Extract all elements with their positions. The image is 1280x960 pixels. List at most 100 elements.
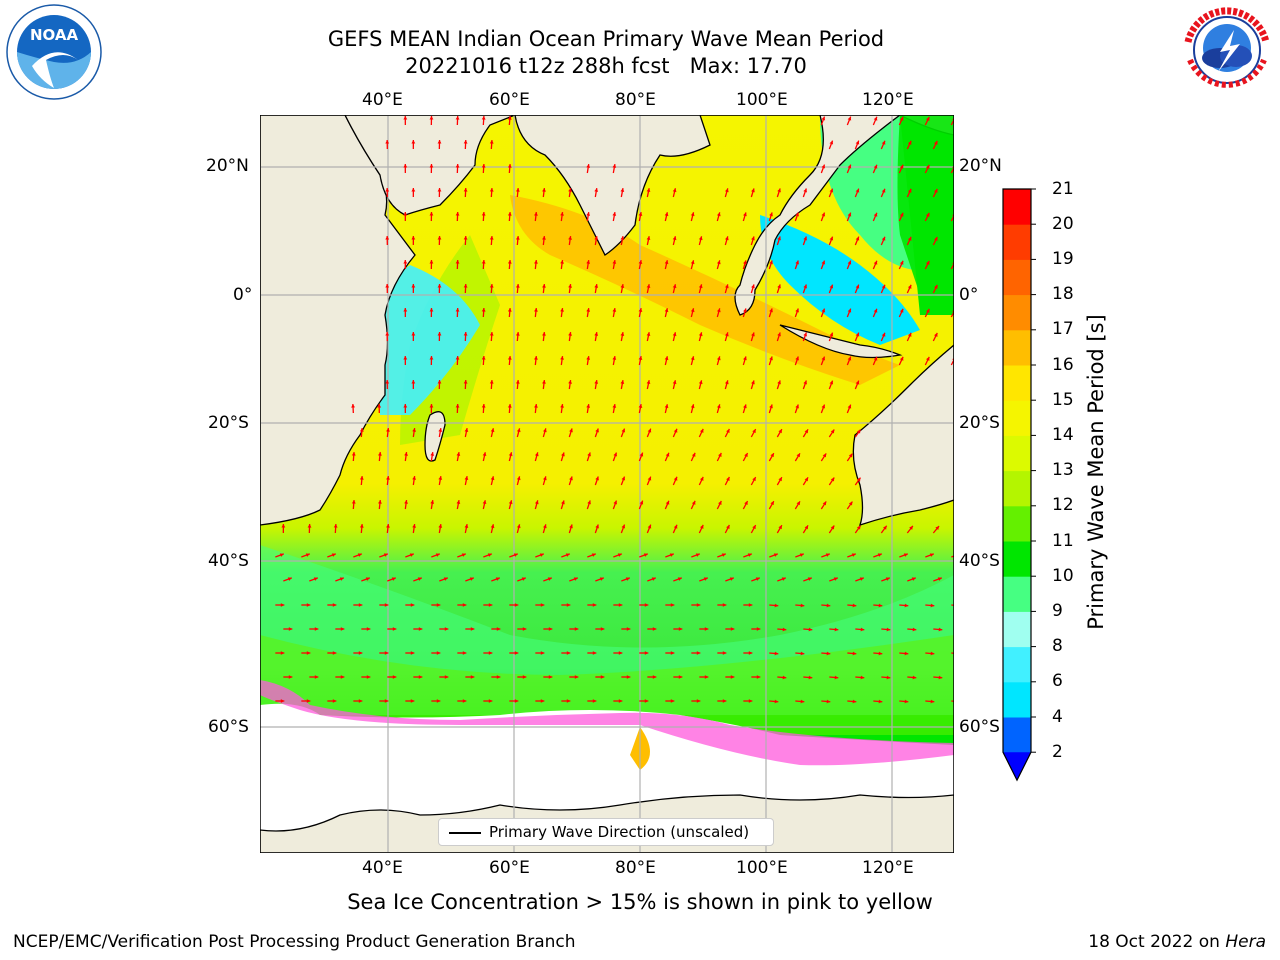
wave-direction-arrowhead bbox=[573, 577, 578, 581]
wave-direction-arrowhead bbox=[437, 236, 442, 240]
wave-direction-arrowhead bbox=[847, 116, 852, 121]
wave-direction-arrowhead bbox=[638, 212, 643, 217]
wave-direction-arrowhead bbox=[488, 699, 493, 703]
wave-direction-arrowhead bbox=[851, 553, 856, 557]
colorbar-tick: 17 bbox=[1052, 319, 1074, 339]
wave-direction-arrowhead bbox=[821, 404, 826, 409]
wave-direction-arrowhead bbox=[873, 356, 878, 361]
wave-direction-arrowhead bbox=[698, 236, 703, 241]
lon-tick-bottom: 80°E bbox=[615, 858, 656, 878]
wave-direction-arrowhead bbox=[489, 140, 494, 144]
lat-tick-right: 0° bbox=[959, 285, 979, 305]
wave-direction-arrowhead bbox=[568, 284, 572, 288]
wave-direction-arrowhead bbox=[560, 356, 564, 360]
wave-direction-arrowhead bbox=[487, 553, 492, 557]
wave-direction-arrowhead bbox=[574, 675, 579, 679]
wave-direction-arrowhead bbox=[522, 627, 527, 631]
wave-direction-arrowhead bbox=[586, 164, 591, 168]
wave-direction-arrowhead bbox=[873, 308, 878, 313]
wave-direction-arrowhead bbox=[488, 651, 493, 655]
wave-direction-arrowhead bbox=[566, 603, 571, 607]
wave-direction-arrowhead bbox=[620, 188, 625, 192]
wave-direction-arrowhead bbox=[489, 236, 494, 240]
lon-tick-top: 120°E bbox=[862, 90, 914, 110]
wave-direction-arrowhead bbox=[482, 452, 487, 457]
wave-direction-arrowhead bbox=[462, 651, 467, 655]
wave-direction-arrowhead bbox=[620, 332, 625, 336]
wave-direction-arrowhead bbox=[704, 675, 709, 679]
wave-direction-arrowhead bbox=[542, 284, 546, 288]
wave-direction-arrowhead bbox=[490, 428, 495, 433]
wave-direction-arrowhead bbox=[565, 553, 570, 557]
wave-direction-arrowhead bbox=[410, 699, 415, 703]
wave-direction-arrowhead bbox=[534, 452, 539, 457]
wave-direction-arrow bbox=[951, 700, 954, 702]
nws-logo bbox=[1176, 2, 1278, 98]
wave-direction-arrowhead bbox=[358, 699, 363, 703]
wave-direction-arrowhead bbox=[560, 212, 564, 216]
wave-direction-arrowhead bbox=[548, 627, 553, 631]
wave-direction-arrowhead bbox=[386, 476, 390, 480]
wave-direction-arrowhead bbox=[907, 332, 912, 337]
lat-tick-right: 20°S bbox=[959, 413, 1000, 433]
wave-direction-arrowhead bbox=[773, 553, 778, 557]
wave-direction-arrowhead bbox=[620, 236, 625, 240]
wave-direction-arrowhead bbox=[855, 380, 860, 385]
wave-direction-arrowhead bbox=[617, 553, 622, 557]
wave-direction-arrowhead bbox=[696, 699, 701, 703]
wave-direction-arrowhead bbox=[834, 675, 839, 680]
wave-direction-arrowhead bbox=[542, 188, 546, 192]
wave-direction-arrowhead bbox=[340, 675, 345, 679]
wave-direction-arrowhead bbox=[826, 603, 831, 608]
wave-direction-arrowhead bbox=[539, 553, 544, 557]
wave-direction-arrowhead bbox=[934, 140, 938, 145]
wave-direction-arrowhead bbox=[386, 428, 390, 432]
wave-direction-arrowhead bbox=[743, 260, 747, 265]
wave-direction-arrowhead bbox=[752, 525, 756, 530]
wave-direction-arrowhead bbox=[429, 164, 434, 168]
wave-direction-arrowhead bbox=[313, 577, 318, 581]
wave-direction-arrowhead bbox=[752, 429, 756, 434]
wave-direction-arrowhead bbox=[437, 332, 442, 336]
wave-direction-arrowhead bbox=[455, 356, 460, 360]
wave-direction-arrowhead bbox=[599, 577, 604, 581]
wave-direction-arrowhead bbox=[385, 284, 390, 288]
wave-direction-arrowhead bbox=[724, 236, 729, 241]
wave-direction-arrowhead bbox=[938, 675, 943, 680]
wave-direction-arrowhead bbox=[904, 651, 909, 656]
wave-direction-arrowhead bbox=[718, 500, 722, 505]
wave-direction-arrowhead bbox=[507, 356, 512, 360]
wave-direction-arrowhead bbox=[534, 404, 538, 408]
wave-direction-arrowhead bbox=[429, 356, 434, 360]
wave-direction-arrowhead bbox=[907, 236, 912, 241]
colorbar-segment bbox=[1003, 646, 1031, 683]
wave-direction-arrowhead bbox=[691, 452, 696, 457]
wave-direction-arrowhead bbox=[385, 332, 390, 336]
wave-direction-arrowhead bbox=[934, 284, 938, 289]
wave-direction-arrowhead bbox=[455, 308, 460, 312]
wave-direction-arrowhead bbox=[796, 501, 800, 506]
wave-direction-arrowhead bbox=[600, 675, 605, 679]
wave-direction-arrowhead bbox=[516, 476, 521, 481]
footer-machine-name: Hera bbox=[1225, 932, 1266, 952]
wave-direction-arrowhead bbox=[751, 284, 755, 289]
wave-direction-arrowhead bbox=[618, 699, 623, 703]
wave-direction-arrowhead bbox=[594, 284, 599, 288]
wave-direction-arrowhead bbox=[647, 524, 652, 529]
wave-direction-arrowhead bbox=[455, 260, 460, 264]
colorbar-segment bbox=[1003, 294, 1031, 331]
wave-direction-arrowhead bbox=[568, 380, 572, 384]
wave-direction-arrowhead bbox=[716, 356, 721, 361]
wave-direction-arrowhead bbox=[769, 404, 773, 409]
wave-direction-arrowhead bbox=[646, 284, 651, 289]
wave-direction-arrowhead bbox=[534, 356, 538, 360]
wave-direction-arrowhead bbox=[288, 675, 293, 679]
wave-direction-arrowhead bbox=[826, 699, 831, 704]
wave-direction-arrowhead bbox=[796, 453, 800, 458]
colorbar-tick: 11 bbox=[1052, 531, 1074, 551]
wave-direction-arrowhead bbox=[595, 428, 599, 433]
wave-direction-arrowhead bbox=[437, 380, 442, 384]
wave-direction-arrowhead bbox=[698, 284, 703, 289]
wave-direction-arrowhead bbox=[626, 627, 631, 631]
lon-tick-bottom: 100°E bbox=[736, 858, 788, 878]
